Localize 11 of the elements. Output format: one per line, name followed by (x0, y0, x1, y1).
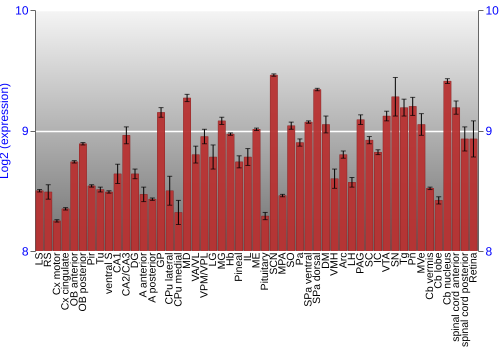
y2-tick-label: 8 (486, 244, 492, 258)
x-tick-label: RS (42, 252, 54, 268)
y2-tick-label: 9 (486, 124, 492, 138)
x-tick-label: IC (372, 252, 384, 263)
x-tick-label: A posterior (146, 252, 158, 303)
y-tick-label: 10 (15, 4, 29, 18)
y-tick-label: 9 (22, 124, 29, 138)
x-tick-label: Tg (398, 252, 410, 265)
y2-tick-label: 10 (486, 4, 500, 18)
y-tick-label: 8 (22, 244, 29, 258)
x-tick-label: OB posterior (76, 252, 89, 312)
